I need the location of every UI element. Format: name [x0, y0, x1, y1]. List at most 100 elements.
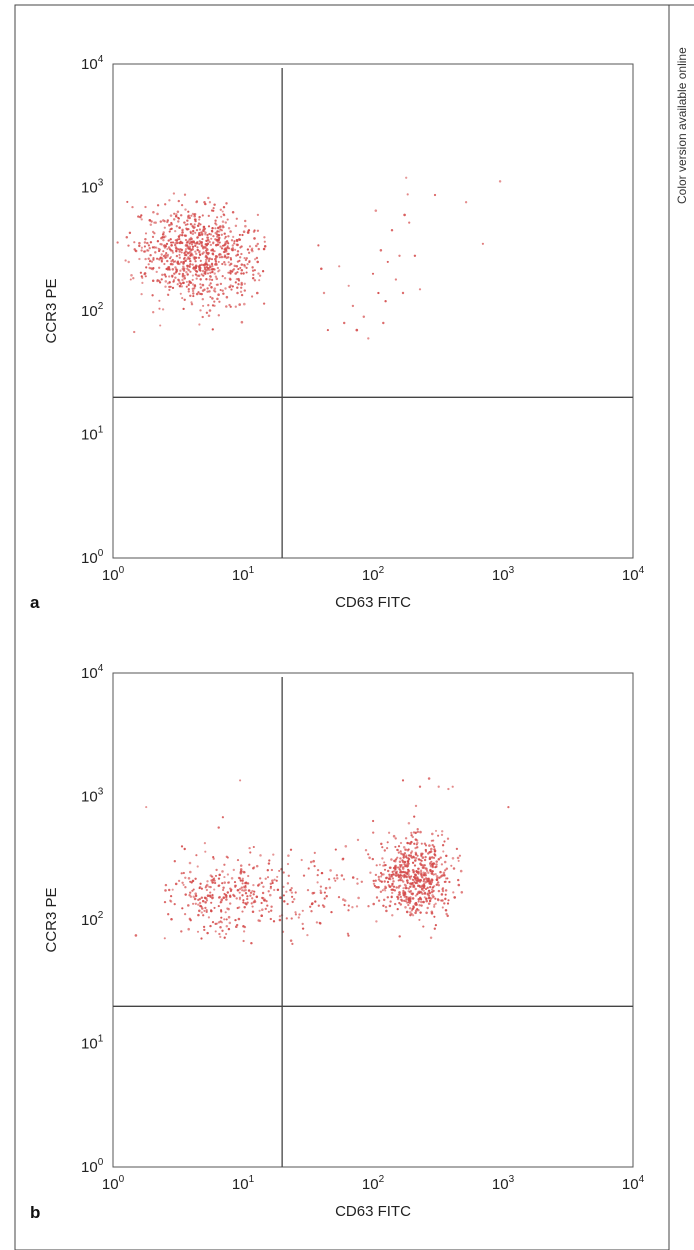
data-point: [375, 864, 378, 867]
data-point: [194, 902, 197, 905]
data-point: [191, 225, 195, 229]
data-point: [191, 274, 194, 277]
data-point: [148, 219, 152, 222]
data-point: [267, 910, 270, 913]
data-point: [457, 883, 461, 887]
data-point: [175, 254, 179, 258]
data-point: [190, 243, 194, 246]
data-point: [392, 880, 395, 883]
data-point: [392, 885, 396, 888]
data-point: [229, 272, 232, 275]
data-point: [210, 909, 213, 912]
data-point: [206, 290, 209, 293]
data-point: [192, 292, 195, 295]
data-point: [383, 849, 386, 852]
data-point: [216, 266, 220, 270]
data-point: [195, 200, 199, 203]
data-point: [259, 877, 262, 880]
data-point: [411, 861, 415, 864]
data-point: [333, 877, 336, 880]
data-point: [188, 252, 191, 255]
data-point: [240, 283, 243, 286]
data-point: [196, 865, 199, 868]
data-point: [199, 283, 202, 286]
data-point: [163, 900, 167, 904]
data-point: [356, 877, 359, 880]
data-point: [377, 886, 381, 889]
data-point: [164, 889, 167, 892]
data-point: [231, 244, 234, 247]
data-point: [151, 294, 154, 297]
data-point: [442, 871, 446, 875]
data-point: [402, 887, 405, 890]
data-point: [409, 877, 412, 880]
data-point: [197, 256, 201, 259]
data-point: [409, 911, 412, 914]
data-point: [183, 256, 186, 260]
data-point: [162, 250, 165, 253]
data-point: [200, 911, 203, 914]
data-point: [222, 896, 225, 899]
data-point: [194, 894, 198, 898]
data-point: [252, 845, 255, 849]
data-point: [143, 245, 146, 248]
data-point: [186, 219, 189, 222]
data-point: [218, 932, 221, 936]
data-point: [204, 233, 207, 236]
data-point: [396, 848, 399, 852]
data-point: [228, 303, 231, 307]
data-point: [143, 272, 147, 275]
data-point: [385, 909, 388, 913]
data-point: [197, 291, 200, 294]
data-point: [289, 939, 293, 942]
data-point: [374, 879, 377, 882]
data-point: [221, 289, 224, 292]
data-point: [239, 779, 242, 782]
data-point: [399, 879, 402, 882]
data-point: [446, 837, 450, 840]
data-point: [402, 846, 406, 849]
data-point: [411, 897, 415, 900]
data-point: [289, 888, 292, 892]
data-point: [160, 253, 163, 256]
data-point: [227, 235, 230, 238]
data-point: [420, 891, 423, 894]
data-point: [439, 870, 442, 874]
data-point: [427, 777, 431, 780]
data-point: [205, 897, 208, 900]
data-point: [317, 904, 320, 907]
data-point: [285, 917, 288, 920]
data-point: [183, 253, 187, 257]
data-point: [248, 863, 251, 866]
data-point: [262, 885, 265, 888]
data-point: [261, 270, 265, 273]
data-point: [206, 236, 210, 239]
data-point: [407, 903, 410, 907]
data-point: [422, 889, 425, 892]
data-point: [298, 913, 301, 916]
data-point: [417, 900, 420, 903]
data-point: [166, 293, 170, 296]
data-point: [238, 303, 241, 306]
data-point: [252, 883, 255, 887]
data-point: [169, 214, 173, 217]
data-point: [409, 913, 412, 917]
data-point: [184, 244, 187, 247]
data-point: [320, 871, 324, 875]
y-tick-label: 104: [81, 663, 104, 682]
data-point: [149, 241, 153, 244]
data-point: [208, 278, 212, 281]
data-point: [242, 870, 245, 874]
data-point: [229, 258, 233, 261]
data-point: [418, 288, 422, 291]
data-point: [373, 884, 376, 887]
data-point: [226, 907, 229, 910]
data-point: [263, 245, 267, 248]
x-tick-labels: 100 101 102 103 104: [102, 565, 645, 584]
data-point: [159, 242, 162, 246]
data-point: [441, 844, 445, 847]
data-point: [213, 287, 217, 290]
data-point: [319, 889, 322, 892]
data-point: [437, 785, 440, 788]
data-point: [170, 227, 173, 230]
